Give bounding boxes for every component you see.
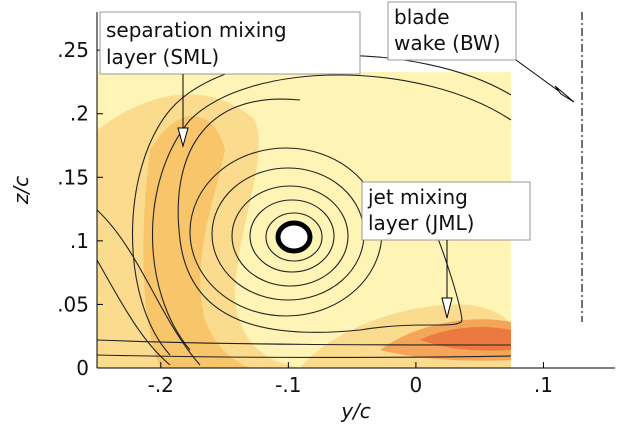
streamline — [152, 74, 512, 351]
annotation-text: blade — [394, 5, 450, 29]
y-tick-label: 0 — [76, 356, 89, 380]
annotation-text: jet mixing — [367, 185, 468, 209]
vortex-core — [275, 220, 313, 254]
x-axis-label: y/c — [340, 399, 371, 423]
annotation-arrow — [515, 59, 561, 93]
streamlines — [96, 54, 512, 366]
annotation-text: layer (SML) — [106, 45, 219, 69]
annotation: jet mixing layer (JML) — [361, 181, 531, 319]
x-tick-label: -.2 — [148, 373, 174, 397]
streamline — [231, 185, 349, 287]
y-tick-label: .25 — [57, 38, 89, 62]
annotation-box — [387, 1, 517, 61]
streamline — [265, 212, 323, 262]
annotation-box — [99, 11, 361, 75]
streamline — [96, 339, 512, 346]
annotation-box — [361, 181, 531, 241]
streamline — [177, 98, 463, 333]
axes: -.2 -.1 0 .1 0 .05 .1 .15 .2 .25 — [57, 12, 615, 397]
x-tick-label: 0 — [410, 373, 423, 397]
streamline — [132, 54, 512, 356]
arrow-head — [554, 85, 575, 103]
annotation-text: wake (BW) — [394, 31, 501, 55]
y-tick-label: .15 — [57, 165, 89, 189]
x-tick-label: -.1 — [275, 373, 301, 397]
arrow-head — [177, 127, 189, 148]
contour-sml-inner — [143, 116, 250, 368]
annotation: separation mixing layer (SML) — [99, 11, 361, 148]
arrow-head — [441, 297, 453, 319]
streamline — [249, 199, 335, 273]
streamline — [96, 209, 201, 366]
y-tick-label: .05 — [57, 292, 89, 316]
y-tick-label: .2 — [70, 102, 89, 126]
y-tick-label: .1 — [70, 229, 89, 253]
annotation-text: separation mixing — [106, 18, 287, 42]
y-axis-label: z/c — [9, 176, 33, 205]
streamline — [96, 354, 512, 358]
annotation-text: layer (JML) — [368, 211, 474, 235]
x-tick-label: .1 — [534, 373, 553, 397]
annotation: blade wake (BW) — [387, 1, 575, 103]
